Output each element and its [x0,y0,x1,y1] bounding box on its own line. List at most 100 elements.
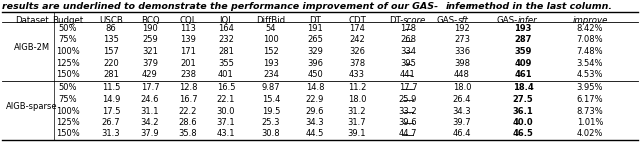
Text: 43.1: 43.1 [217,129,236,138]
Text: GAS-: GAS- [497,16,518,25]
Text: 395: 395 [400,59,416,68]
Text: BCQ: BCQ [141,16,159,25]
Text: DiffBid: DiffBid [257,16,285,25]
Text: 39.1: 39.1 [348,129,366,138]
Text: GAS-: GAS- [436,16,458,25]
Text: 31.2: 31.2 [348,107,366,115]
Text: 448: 448 [454,70,470,79]
Text: 232: 232 [218,35,234,45]
Text: 14.9: 14.9 [102,95,120,104]
Text: 191: 191 [307,24,323,33]
Text: 16.7: 16.7 [179,95,197,104]
Text: 75%: 75% [59,95,77,104]
Text: 86: 86 [106,24,116,33]
Text: 273: 273 [454,35,470,45]
Text: 25.9: 25.9 [399,95,417,104]
Text: 201: 201 [180,59,196,68]
Text: 379: 379 [142,59,158,68]
Text: 1.01%: 1.01% [577,118,603,127]
Text: 326: 326 [349,47,365,56]
Text: 150%: 150% [56,129,80,138]
Text: 28.6: 28.6 [179,118,197,127]
Text: 329: 329 [307,47,323,56]
Text: 30.8: 30.8 [262,129,280,138]
Text: 29.6: 29.6 [306,107,324,115]
Text: 22.2: 22.2 [179,107,197,115]
Text: 281: 281 [103,70,119,79]
Text: Budget: Budget [52,16,84,25]
Text: 359: 359 [515,47,532,56]
Text: 100%: 100% [56,107,80,115]
Text: 12.8: 12.8 [179,83,197,93]
Text: 409: 409 [515,59,532,68]
Text: method in the last column.: method in the last column. [465,2,612,11]
Text: 461: 461 [514,70,532,79]
Text: 39.7: 39.7 [452,118,471,127]
Text: 8.73%: 8.73% [577,107,604,115]
Text: 22.1: 22.1 [217,95,235,104]
Text: 139: 139 [180,35,196,45]
Text: sft: sft [458,16,469,25]
Text: 54: 54 [266,24,276,33]
Text: 31.1: 31.1 [141,107,159,115]
Text: score: score [403,16,426,25]
Text: 171: 171 [180,47,196,56]
Text: 16.5: 16.5 [217,83,236,93]
Text: 50%: 50% [59,83,77,93]
Text: 336: 336 [454,47,470,56]
Text: CDT: CDT [348,16,366,25]
Text: 242: 242 [349,35,365,45]
Text: 152: 152 [263,47,279,56]
Text: 3.54%: 3.54% [577,59,604,68]
Text: 321: 321 [142,47,158,56]
Text: 17.7: 17.7 [399,83,417,93]
Text: 9.87: 9.87 [262,83,280,93]
Text: 40.0: 40.0 [513,118,533,127]
Text: AIGB-sparse: AIGB-sparse [6,102,58,111]
Text: 334: 334 [400,47,416,56]
Text: 429: 429 [142,70,158,79]
Text: 33.2: 33.2 [399,107,417,115]
Text: 26.4: 26.4 [452,95,471,104]
Text: 18.4: 18.4 [513,83,533,93]
Text: 220: 220 [103,59,119,68]
Text: 135: 135 [103,35,119,45]
Text: 37.9: 37.9 [141,129,159,138]
Text: 3.95%: 3.95% [577,83,604,93]
Text: 164: 164 [218,24,234,33]
Text: 7.08%: 7.08% [577,35,604,45]
Text: 265: 265 [307,35,323,45]
Text: 4.53%: 4.53% [577,70,604,79]
Text: CQL: CQL [179,16,196,25]
Text: DT: DT [309,16,321,25]
Text: 174: 174 [349,24,365,33]
Text: infer: infer [518,16,538,25]
Text: 26.7: 26.7 [102,118,120,127]
Text: 22.9: 22.9 [306,95,324,104]
Text: 34.3: 34.3 [452,107,471,115]
Text: 31.7: 31.7 [348,118,366,127]
Text: 18.0: 18.0 [452,83,471,93]
Text: 50%: 50% [59,24,77,33]
Text: 125%: 125% [56,118,80,127]
Text: 75%: 75% [59,35,77,45]
Text: 11.5: 11.5 [102,83,120,93]
Text: infer: infer [446,2,471,11]
Text: 44.7: 44.7 [399,129,417,138]
Text: 100%: 100% [56,47,80,56]
Text: results are underlined to demonstrate the performance improvement of our GAS-: results are underlined to demonstrate th… [2,2,438,11]
Text: 441: 441 [400,70,416,79]
Text: 150%: 150% [56,70,80,79]
Text: 4.02%: 4.02% [577,129,603,138]
Text: 37.1: 37.1 [217,118,236,127]
Text: 35.8: 35.8 [179,129,197,138]
Text: 193: 193 [263,59,279,68]
Text: 44.5: 44.5 [306,129,324,138]
Text: 192: 192 [454,24,470,33]
Text: 19.5: 19.5 [262,107,280,115]
Text: 234: 234 [263,70,279,79]
Text: 15.4: 15.4 [262,95,280,104]
Text: 27.5: 27.5 [513,95,533,104]
Text: 355: 355 [218,59,234,68]
Text: 259: 259 [142,35,158,45]
